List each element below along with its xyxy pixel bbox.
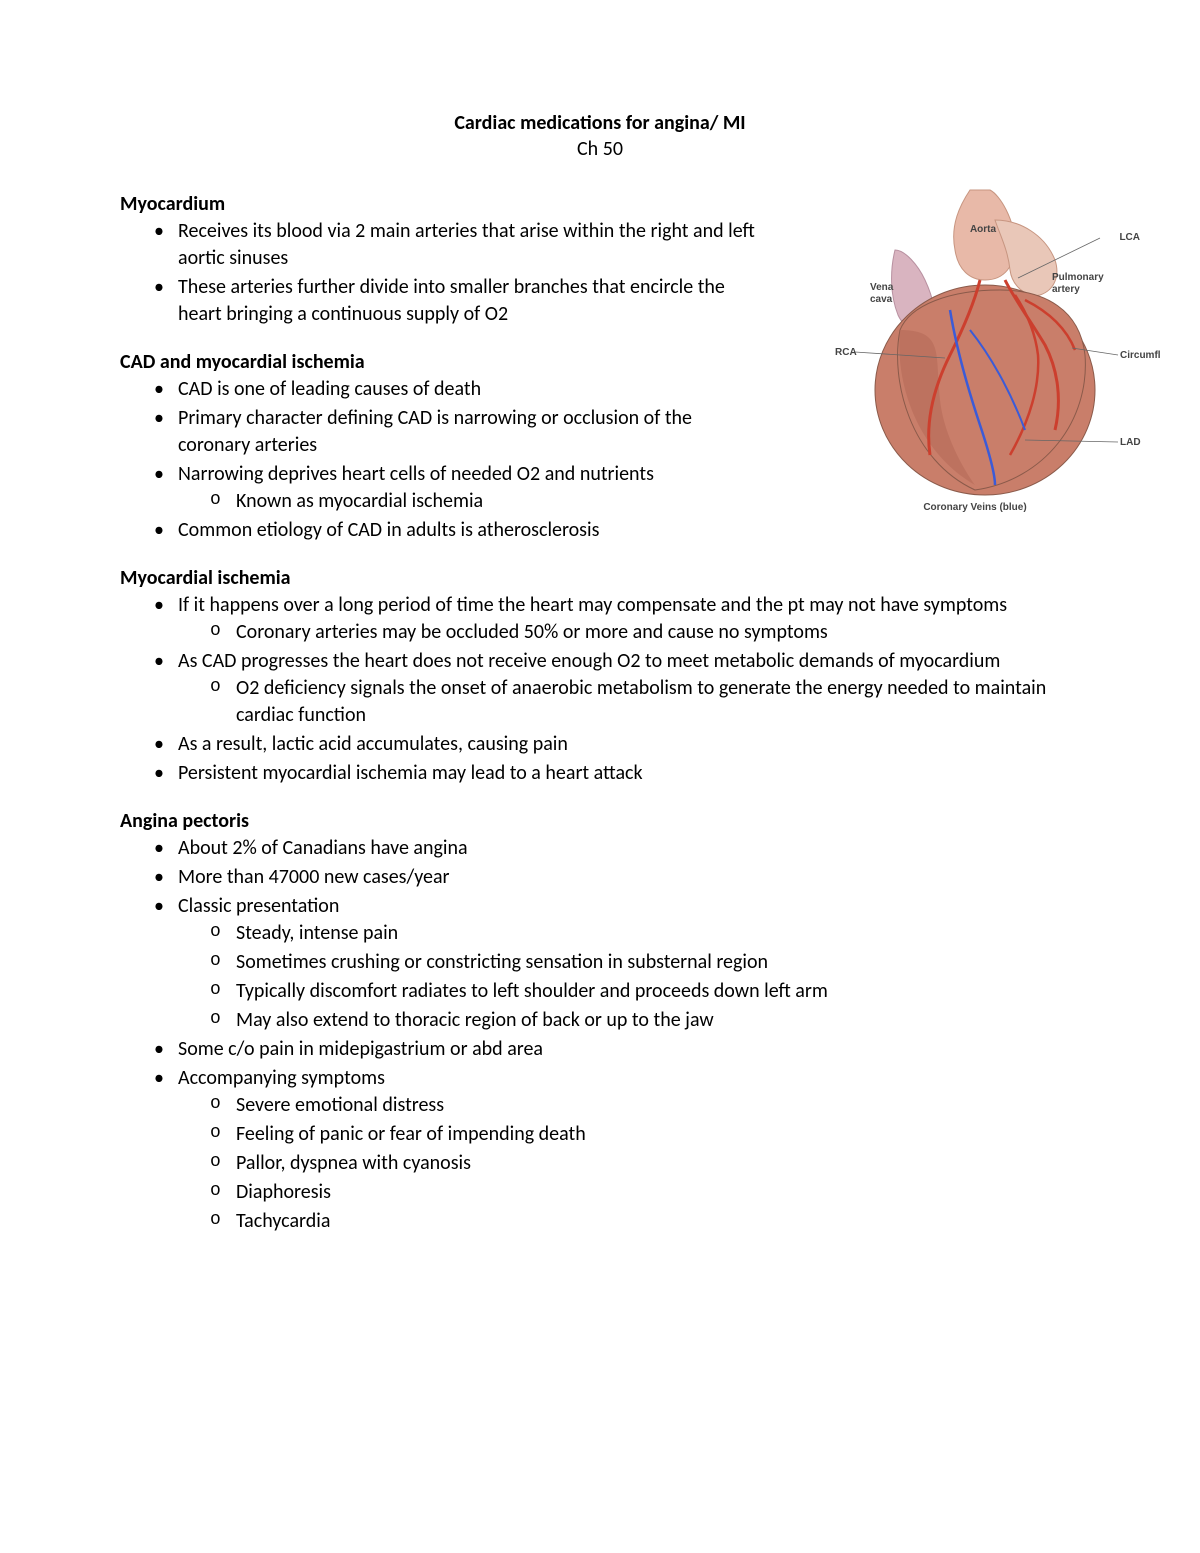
section-heading: CAD and myocardial ischemia: [120, 350, 760, 374]
sub-bullet-list: Coronary arteries may be occluded 50% or…: [178, 619, 1080, 646]
label-aorta: Aorta: [970, 224, 997, 235]
bullet-text: Primary character defining CAD is narrow…: [178, 406, 692, 457]
bullet-text: Classic presentation: [178, 894, 339, 918]
document-title: Cardiac medications for angina/ MI: [120, 110, 1080, 136]
sub-bullet-item: Steady, intense pain: [236, 920, 1080, 947]
bullet-text: Persistent myocardial ischemia may lead …: [178, 761, 643, 785]
sub-bullet-item: Diaphoresis: [236, 1179, 1080, 1206]
bullet-item: Common etiology of CAD in adults is athe…: [178, 517, 760, 544]
bullet-item: Accompanying symptomsSevere emotional di…: [178, 1065, 1080, 1235]
bullet-text: About 2% of Canadians have angina: [178, 836, 468, 860]
bullet-item: Narrowing deprives heart cells of needed…: [178, 461, 760, 515]
bullet-list: If it happens over a long period of time…: [120, 592, 1080, 787]
bullet-list: About 2% of Canadians have angina More th…: [120, 835, 1080, 1235]
bullet-text: As CAD progresses the heart does not rec…: [178, 649, 1000, 673]
label-lca: LCA: [1119, 232, 1140, 243]
document-page: Cardiac medications for angina/ MI Ch 50…: [0, 0, 1200, 1553]
bullet-text: As a result, lactic acid accumulates, ca…: [178, 732, 568, 756]
bullet-item: Primary character defining CAD is narrow…: [178, 405, 760, 459]
label-lad: LAD: [1120, 437, 1141, 448]
label-rca: RCA: [835, 347, 857, 358]
bullet-item: As CAD progresses the heart does not rec…: [178, 648, 1080, 729]
document-subtitle: Ch 50: [120, 136, 1080, 162]
bullet-item: Some c/o pain in midepigastrium or abd a…: [178, 1036, 1080, 1063]
sub-bullet-item: Typically discomfort radiates to left sh…: [236, 978, 1080, 1005]
bullet-text: Some c/o pain in midepigastrium or abd a…: [178, 1037, 543, 1061]
sub-bullet-list: Steady, intense painSometimes crushing o…: [178, 920, 1080, 1034]
section-heading: Angina pectoris: [120, 809, 1080, 833]
heart-anatomy-figure: Aorta LCA Pulmonary artery Vena cava RCA…: [800, 180, 1160, 520]
bullet-item: As a result, lactic acid accumulates, ca…: [178, 731, 1080, 758]
sub-bullet-item: O2 deficiency signals the onset of anaer…: [236, 675, 1080, 729]
bullet-text: More than 47000 new cases/year: [178, 865, 450, 889]
section: Myocardial ischemia If it happens over a …: [120, 566, 1080, 787]
sub-bullet-item: Coronary arteries may be occluded 50% or…: [236, 619, 1080, 646]
bullet-text: Common etiology of CAD in adults is athe…: [178, 518, 599, 542]
bullet-item: More than 47000 new cases/year: [178, 864, 1080, 891]
sub-bullet-item: May also extend to thoracic region of ba…: [236, 1007, 1080, 1034]
section: CAD and myocardial ischemiaCAD is one of…: [120, 350, 760, 544]
sub-bullet-item: Tachycardia: [236, 1208, 1080, 1235]
bullet-text: Narrowing deprives heart cells of needed…: [178, 462, 654, 486]
section: Angina pectorisAbout 2% of Canadians hav…: [120, 809, 1080, 1235]
sub-bullet-item: Severe emotional distress: [236, 1092, 1080, 1119]
bullet-list: CAD is one of leading causes of death Pri…: [120, 376, 760, 544]
sub-bullet-item: Feeling of panic or fear of impending de…: [236, 1121, 1080, 1148]
label-pulmonary-1: Pulmonary: [1052, 272, 1104, 283]
bullet-item: CAD is one of leading causes of death: [178, 376, 760, 403]
bullet-text: Accompanying symptoms: [178, 1066, 385, 1090]
bullet-item: Classic presentationSteady, intense pain…: [178, 893, 1080, 1034]
bullet-text: CAD is one of leading causes of death: [178, 377, 481, 401]
bullet-list: Receives its blood via 2 main arteries t…: [120, 218, 760, 328]
sub-bullet-list: Known as myocardial ischemia: [178, 488, 760, 515]
bullet-item: If it happens over a long period of time…: [178, 592, 1080, 646]
bullet-text: If it happens over a long period of time…: [178, 593, 1007, 617]
title-block: Cardiac medications for angina/ MI Ch 50: [120, 110, 1080, 162]
bullet-item: About 2% of Canadians have angina: [178, 835, 1080, 862]
bullet-text: These arteries further divide into small…: [178, 275, 725, 326]
label-vena-2: cava: [870, 294, 893, 305]
sub-bullet-item: Known as myocardial ischemia: [236, 488, 760, 515]
label-vena-1: Vena: [870, 282, 894, 293]
bullet-item: Persistent myocardial ischemia may lead …: [178, 760, 1080, 787]
heart-icon: Aorta LCA Pulmonary artery Vena cava RCA…: [800, 180, 1160, 520]
bullet-text: Receives its blood via 2 main arteries t…: [178, 219, 755, 270]
bullet-item: Receives its blood via 2 main arteries t…: [178, 218, 760, 272]
label-circumflex: Circumflex: [1120, 350, 1160, 361]
sub-bullet-list: Severe emotional distressFeeling of pani…: [178, 1092, 1080, 1235]
sub-bullet-item: Sometimes crushing or constricting sensa…: [236, 949, 1080, 976]
section: Myocardium Receives its blood via 2 main …: [120, 192, 760, 328]
section-heading: Myocardial ischemia: [120, 566, 1080, 590]
sub-bullet-list: O2 deficiency signals the onset of anaer…: [178, 675, 1080, 729]
sub-bullet-item: Pallor, dyspnea with cyanosis: [236, 1150, 1080, 1177]
label-pulmonary-2: artery: [1052, 284, 1080, 295]
bullet-item: These arteries further divide into small…: [178, 274, 760, 328]
section-heading: Myocardium: [120, 192, 760, 216]
label-veins: Coronary Veins (blue): [923, 502, 1026, 513]
